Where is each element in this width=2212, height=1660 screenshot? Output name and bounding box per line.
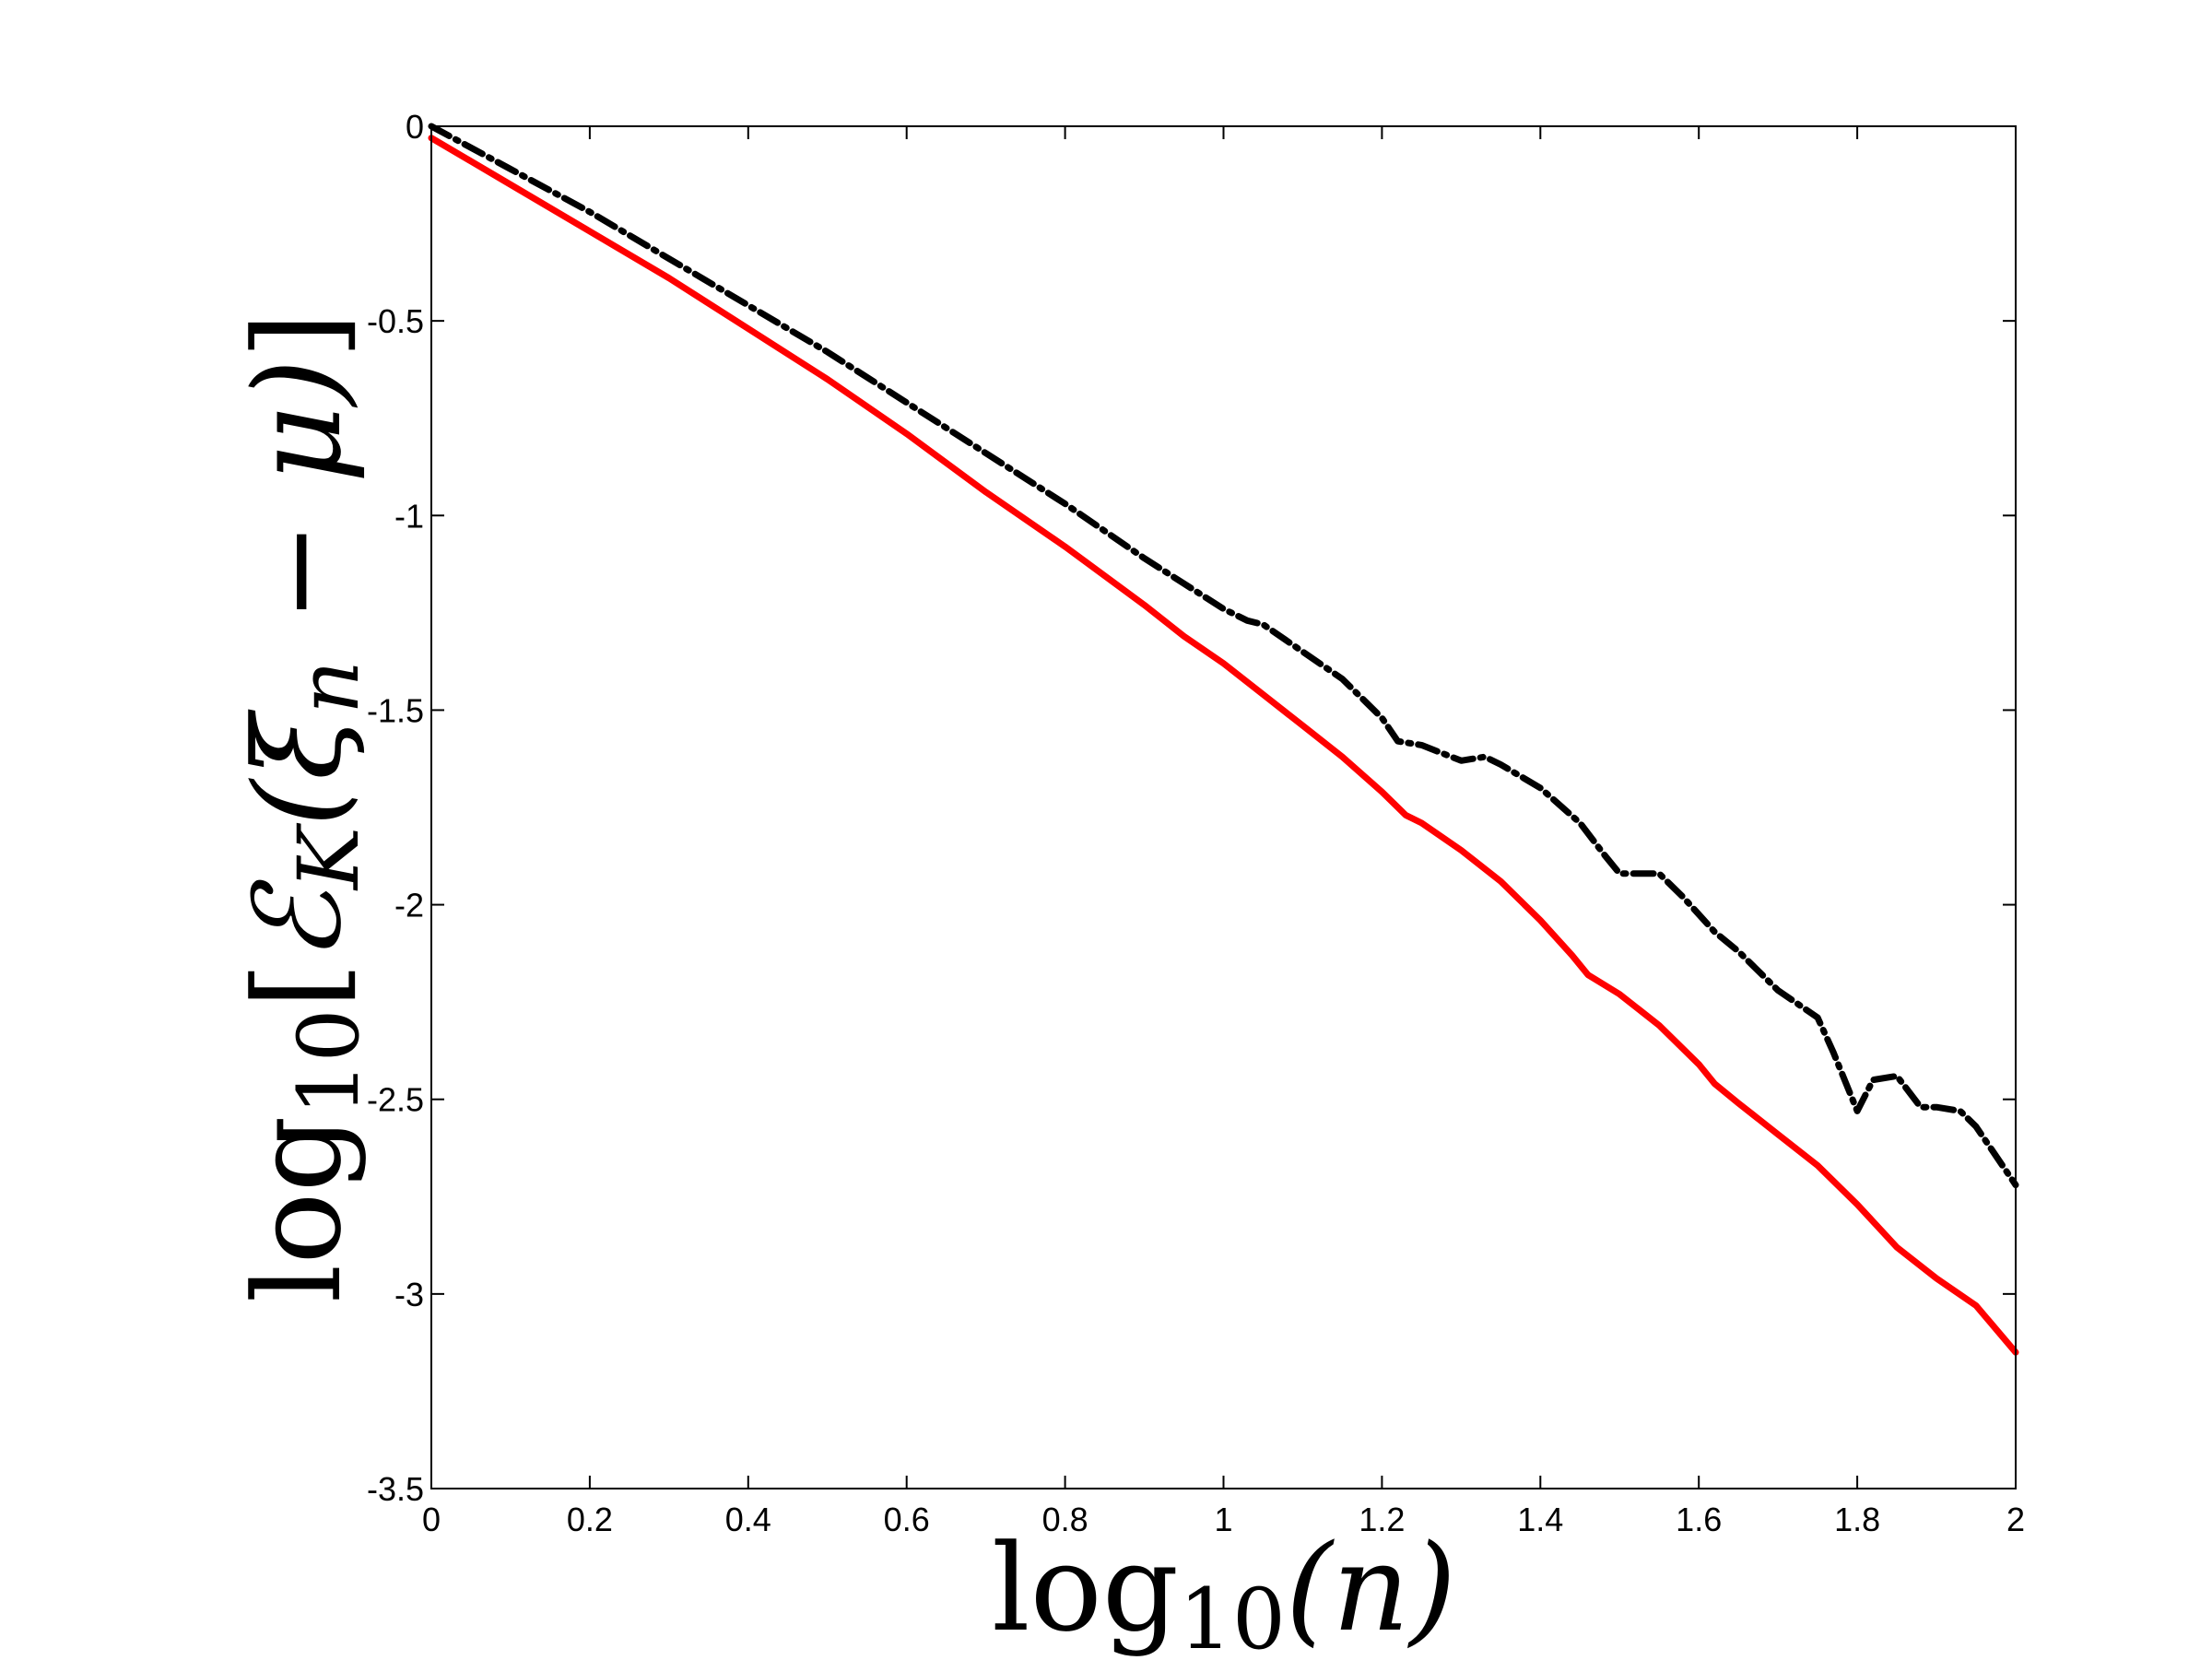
series-layer bbox=[428, 123, 2019, 1356]
x-tick-label: 0.4 bbox=[725, 1501, 771, 1538]
x-tick-label: 1.8 bbox=[1834, 1501, 1880, 1538]
plot-background bbox=[431, 126, 2016, 1489]
x-tick-label: 1 bbox=[1214, 1501, 1232, 1538]
x-tick-label: 1.6 bbox=[1676, 1501, 1722, 1538]
y-tick-label: -3.5 bbox=[367, 1470, 424, 1508]
x-tick-label: 2 bbox=[2006, 1501, 2025, 1538]
x-tick-label: 0.6 bbox=[884, 1501, 930, 1538]
y-tick-label: -0.5 bbox=[367, 302, 424, 340]
y-tick-label: 0 bbox=[406, 108, 424, 146]
x-tick-label: 1.2 bbox=[1359, 1501, 1405, 1538]
y-axis-label: log10[ℰK(ξn − μ)] bbox=[228, 312, 378, 1303]
x-tick-label: 0.2 bbox=[567, 1501, 613, 1538]
y-tick-label: -2 bbox=[394, 887, 424, 924]
x-tick-label: 0 bbox=[422, 1501, 441, 1538]
y-tick-label: -1 bbox=[394, 497, 424, 535]
y-tick-label: -3 bbox=[394, 1276, 424, 1313]
series-line-2 bbox=[428, 123, 2019, 1189]
x-axis-label: log10(n) bbox=[992, 1518, 1456, 1660]
y-tick-label: -2.5 bbox=[367, 1081, 424, 1119]
x-tick-label: 1.4 bbox=[1517, 1501, 1563, 1538]
plot-frame bbox=[430, 125, 2017, 1489]
x-tick-label: 0.8 bbox=[1042, 1501, 1088, 1538]
tick-layer: 0 0.2 0.4 0.6 0.8 1 1.2 1.4 1.6 1.8 2 0 -0.5 -1 -1.5 -2… bbox=[367, 108, 2025, 1538]
series-line-1 bbox=[428, 135, 2019, 1356]
y-tick-label: -1.5 bbox=[367, 691, 424, 729]
